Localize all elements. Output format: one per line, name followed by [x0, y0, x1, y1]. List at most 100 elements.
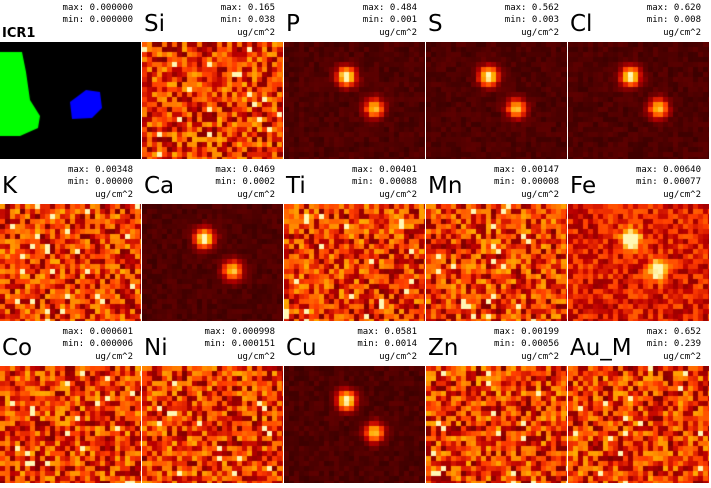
max-stat-value: 0.652: [673, 327, 701, 337]
element-map-image: [284, 366, 425, 483]
max-stat-label: max:: [493, 165, 516, 175]
panel-ni: Ni max: 0.000998 min: 0.000151 ug/cm^2: [142, 324, 283, 485]
min-stat-label: min:: [62, 15, 85, 25]
min-stat: min: 0.003: [505, 15, 559, 25]
min-stat-label: min:: [362, 15, 385, 25]
min-stat-label: min:: [493, 177, 516, 187]
min-stat-value: 0.038: [247, 15, 275, 25]
panel-header: Ni max: 0.000998 min: 0.000151 ug/cm^2: [142, 324, 283, 366]
max-stat-label: max:: [362, 3, 385, 13]
min-stat-value: 0.0014: [384, 339, 417, 349]
min-stat-value: 0.239: [673, 339, 701, 349]
element-map-image: [0, 366, 141, 483]
unit-label-value: ug/cm^2: [95, 352, 133, 362]
unit-label-value: ug/cm^2: [379, 190, 417, 200]
unit-label-value: ug/cm^2: [237, 352, 275, 362]
element-label: Mn: [428, 173, 463, 199]
min-stat-value: 0.000151: [231, 339, 275, 349]
min-stat: min: 0.00000: [68, 177, 133, 187]
unit-label: ug/cm^2: [379, 352, 417, 362]
min-stat-label: min:: [493, 339, 516, 349]
max-stat-value: 0.000000: [89, 3, 133, 13]
unit-label-value: ug/cm^2: [521, 190, 559, 200]
panel-zn: Zn max: 0.00199 min: 0.00056 ug/cm^2: [426, 324, 567, 485]
min-stat-value: 0.00000: [95, 177, 133, 187]
unit-label-value: ug/cm^2: [379, 28, 417, 38]
min-stat: min: 0.000151: [205, 339, 275, 349]
min-stat-value: 0.008: [673, 15, 701, 25]
panel-header: Mn max: 0.00147 min: 0.00008 ug/cm^2: [426, 162, 567, 204]
unit-label: ug/cm^2: [95, 190, 133, 200]
unit-label: ug/cm^2: [237, 352, 275, 362]
panel-header: Zn max: 0.00199 min: 0.00056 ug/cm^2: [426, 324, 567, 366]
element-label: S: [428, 11, 443, 37]
panel-mn: Mn max: 0.00147 min: 0.00008 ug/cm^2: [426, 162, 567, 323]
max-stat-label: max:: [62, 3, 85, 13]
panel-header: Cu max: 0.0581 min: 0.0014 ug/cm^2: [284, 324, 425, 366]
max-stat-label: max:: [646, 327, 669, 337]
min-stat: min: 0.00008: [494, 177, 559, 187]
min-stat-value: 0.003: [531, 15, 559, 25]
min-stat-label: min:: [357, 339, 380, 349]
max-stat: max: 0.652: [647, 327, 701, 337]
panel-header: ICR1 max: 0.000000 min: 0.000000: [0, 0, 141, 42]
element-label: Cu: [286, 335, 317, 361]
min-stat: min: 0.038: [221, 15, 275, 25]
panel-header: Si max: 0.165 min: 0.038 ug/cm^2: [142, 0, 283, 42]
max-stat-value: 0.0469: [242, 165, 275, 175]
max-stat-value: 0.000998: [231, 327, 275, 337]
panel-header: Au_M max: 0.652 min: 0.239 ug/cm^2: [568, 324, 709, 366]
unit-label-value: ug/cm^2: [663, 28, 701, 38]
element-label: K: [2, 173, 18, 199]
panel-header: Cl max: 0.620 min: 0.008 ug/cm^2: [568, 0, 709, 42]
unit-label: ug/cm^2: [663, 28, 701, 38]
min-stat: min: 0.008: [647, 15, 701, 25]
min-stat: min: 0.0014: [357, 339, 417, 349]
element-map-image: [426, 42, 567, 159]
max-stat-value: 0.562: [531, 3, 559, 13]
max-stat-value: 0.00401: [379, 165, 417, 175]
min-stat-label: min:: [215, 177, 238, 187]
max-stat: max: 0.000601: [63, 327, 133, 337]
unit-label: ug/cm^2: [237, 190, 275, 200]
element-label: Cl: [570, 11, 593, 37]
unit-label-value: ug/cm^2: [95, 190, 133, 200]
panel-header: Co max: 0.000601 min: 0.000006 ug/cm^2: [0, 324, 141, 366]
min-stat-label: min:: [646, 15, 669, 25]
unit-label: ug/cm^2: [521, 28, 559, 38]
element-label: Zn: [428, 335, 459, 361]
max-stat-value: 0.484: [389, 3, 417, 13]
element-label: Fe: [570, 173, 597, 199]
element-map-image: [142, 366, 283, 483]
max-stat: max: 0.000000: [63, 3, 133, 13]
min-stat-value: 0.00088: [379, 177, 417, 187]
max-stat: max: 0.00147: [494, 165, 559, 175]
min-stat-label: min:: [62, 339, 85, 349]
max-stat: max: 0.484: [363, 3, 417, 13]
element-label: ICR1: [2, 26, 36, 41]
unit-label-value: ug/cm^2: [521, 28, 559, 38]
element-map-image: [568, 366, 709, 483]
min-stat-label: min:: [220, 15, 243, 25]
min-stat-value: 0.00056: [521, 339, 559, 349]
element-label: Ca: [144, 173, 175, 199]
panel-fe: Fe max: 0.00640 min: 0.00077 ug/cm^2: [568, 162, 709, 323]
max-stat-label: max:: [646, 3, 669, 13]
unit-label: ug/cm^2: [663, 352, 701, 362]
max-stat: max: 0.620: [647, 3, 701, 13]
max-stat-value: 0.00640: [663, 165, 701, 175]
unit-label: ug/cm^2: [663, 190, 701, 200]
element-map-image: [568, 42, 709, 159]
element-map-image: [284, 42, 425, 159]
min-stat: min: 0.239: [647, 339, 701, 349]
min-stat-label: min:: [646, 339, 669, 349]
element-map-image: [142, 204, 283, 321]
max-stat-label: max:: [357, 327, 380, 337]
unit-label: ug/cm^2: [237, 28, 275, 38]
max-stat: max: 0.165: [221, 3, 275, 13]
panel-cu: Cu max: 0.0581 min: 0.0014 ug/cm^2: [284, 324, 425, 485]
